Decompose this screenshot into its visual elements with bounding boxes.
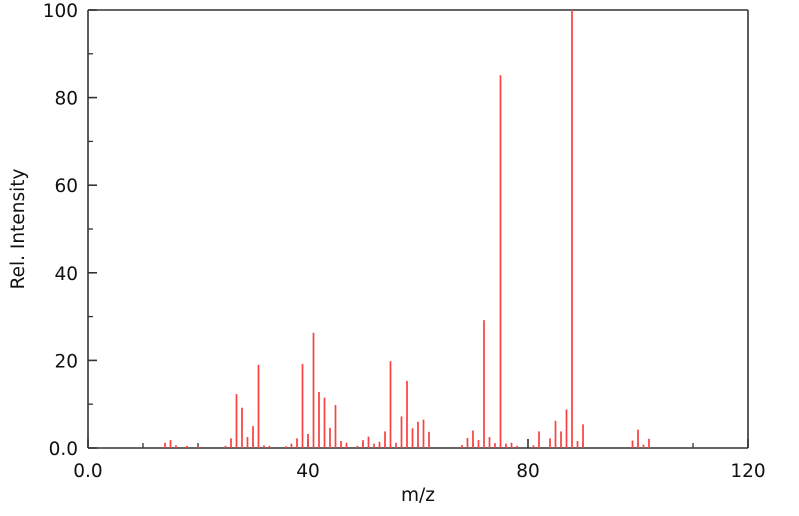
x-tick-label: 80	[516, 461, 540, 482]
axis-tick-labels: 0.0 40 80 120 0.0 20 40 60 80 100	[43, 1, 766, 482]
y-tick-label: 0.0	[49, 439, 78, 460]
y-axis-title: Rel. Intensity	[8, 169, 29, 290]
y-tick-label: 40	[54, 264, 78, 285]
y-tick-label: 20	[54, 351, 78, 372]
x-tick-label: 120	[730, 461, 765, 482]
plot-frame	[87, 9, 749, 449]
y-tick-label: 100	[43, 1, 78, 22]
y-tick-label: 80	[54, 89, 78, 110]
y-tick-label: 60	[54, 176, 78, 197]
axis-ticks	[87, 9, 749, 449]
peak-series	[164, 10, 650, 448]
x-tick-label: 40	[296, 461, 320, 482]
x-axis-title: m/z	[401, 485, 435, 506]
x-tick-label: 0.0	[73, 461, 102, 482]
